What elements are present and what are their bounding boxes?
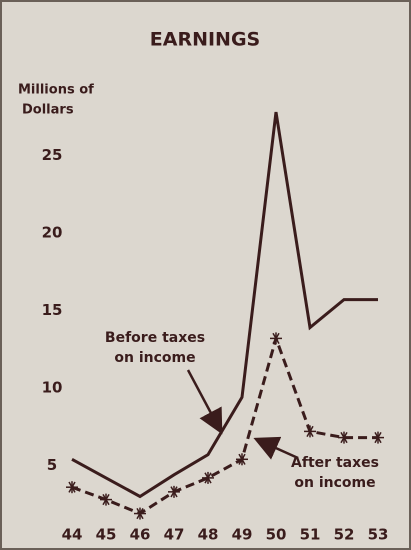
marker (338, 431, 350, 444)
x-tick-label: 48 (198, 526, 219, 544)
y-tick-label: 20 (42, 224, 63, 242)
y-tick-label: 5 (47, 456, 57, 474)
marker (134, 507, 146, 520)
x-tick-label: 50 (266, 526, 287, 544)
x-tick-label: 51 (300, 526, 321, 544)
x-tick-label: 47 (164, 526, 185, 544)
marker (202, 471, 214, 484)
annotation: on income (114, 350, 195, 366)
marker (236, 453, 248, 466)
marker (304, 425, 316, 438)
arrow (253, 436, 299, 460)
x-tick-label: 53 (368, 526, 389, 544)
y-axis-label: Millions of (18, 83, 94, 98)
marker (168, 485, 180, 498)
arrow (186, 369, 223, 435)
line (71, 333, 378, 516)
marker (66, 481, 78, 494)
annotation: After taxes (291, 455, 379, 471)
y-tick-label: 10 (42, 379, 63, 397)
x-tick-label: 44 (62, 526, 83, 544)
y-tick-label: 15 (42, 301, 63, 319)
y-axis-label: Dollars (22, 103, 74, 118)
marker (100, 493, 112, 506)
marker (372, 431, 384, 444)
chart-title: EARNINGS (150, 29, 260, 51)
y-tick-label: 25 (42, 146, 63, 164)
x-tick-label: 49 (232, 526, 253, 544)
annotation: Before taxes (105, 330, 205, 346)
marker (270, 332, 282, 345)
x-tick-label: 45 (96, 526, 117, 544)
x-tick-label: 46 (130, 526, 151, 544)
x-tick-label: 52 (334, 526, 355, 544)
annotation: on income (294, 475, 375, 491)
line (71, 111, 378, 499)
